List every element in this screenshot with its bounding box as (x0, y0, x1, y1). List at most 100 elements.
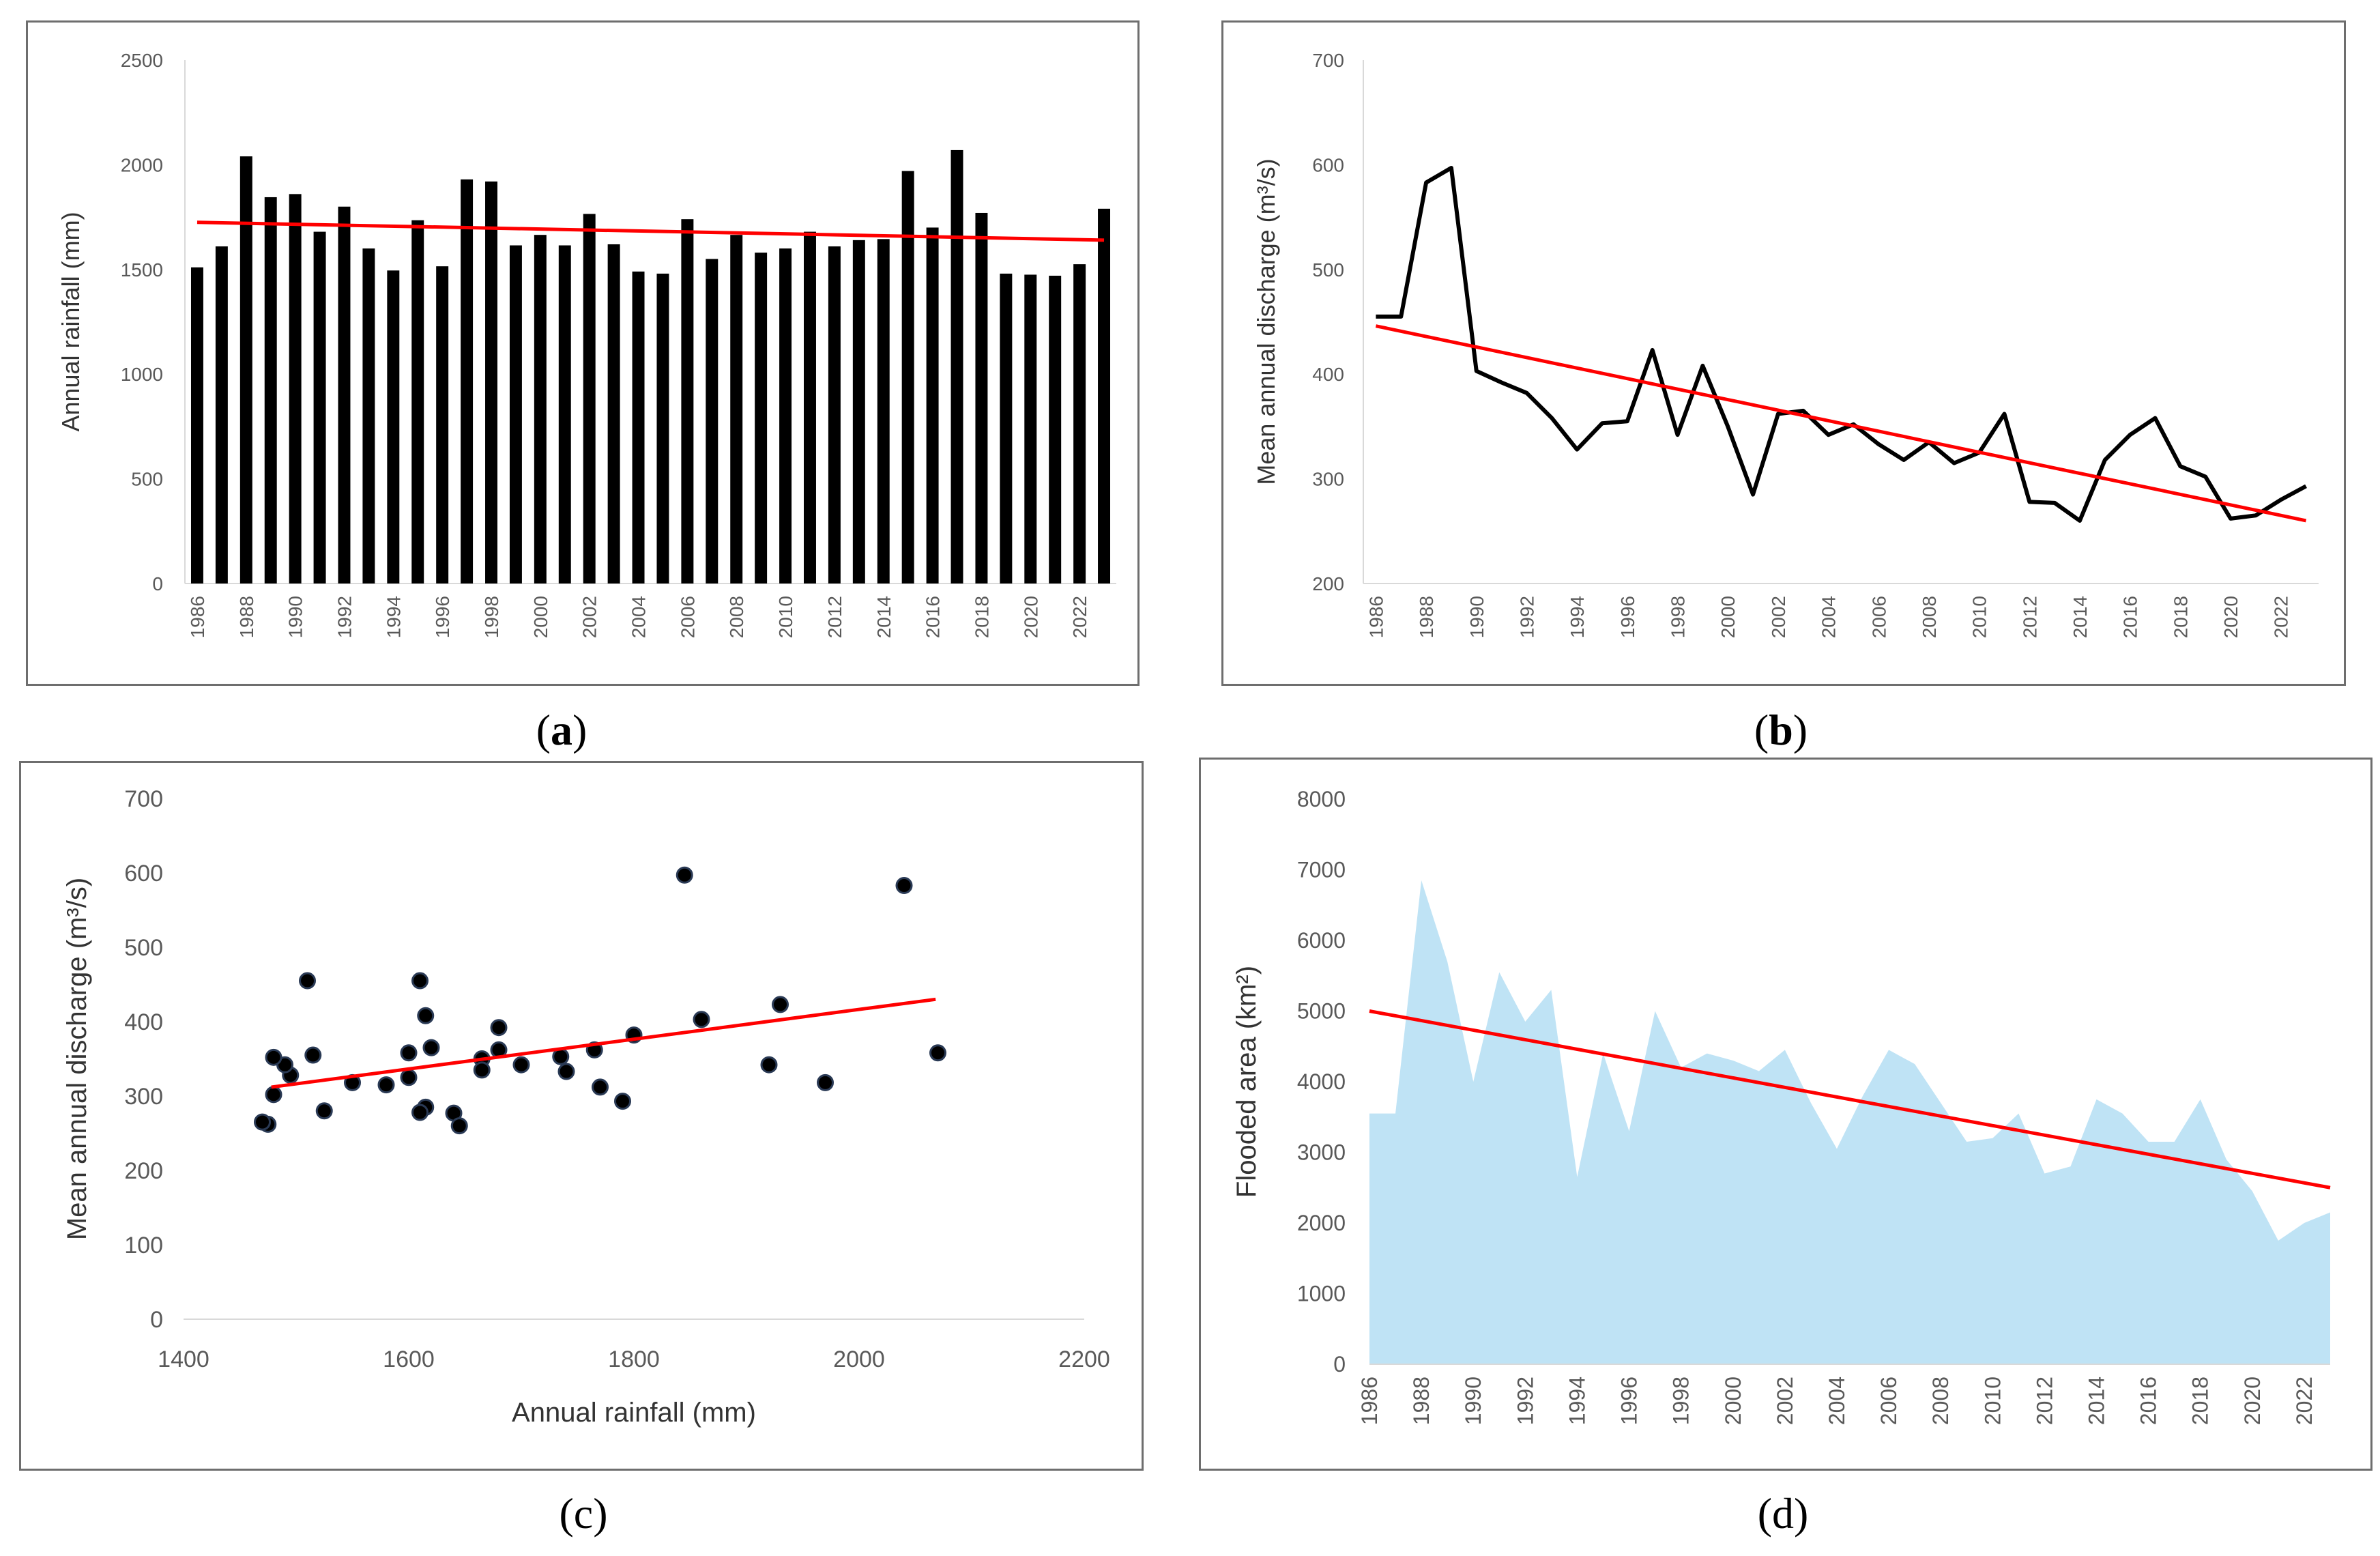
chart-b-svg: 200 300 400 500 600 700 1986 1988 1990 1992 1994 19… (1252, 50, 2319, 638)
chart-c-point (450, 1117, 468, 1135)
chart-c-y-tick-label: 500 (124, 935, 163, 961)
chart-a-bar (461, 179, 474, 584)
chart-d-y-tick-label: 4000 (1297, 1069, 1346, 1094)
chart-d-x-tick-label: 1986 (1357, 1377, 1382, 1425)
caption-c-close: ) (593, 1489, 608, 1538)
chart-b-x-tick-label: 1992 (1516, 596, 1537, 638)
chart-a-trend-line (197, 220, 1105, 242)
chart-d-x-tick-label: 1988 (1409, 1377, 1434, 1425)
chart-a-bar (313, 231, 326, 584)
chart-d-y-tick-label: 3000 (1297, 1140, 1346, 1165)
chart-c-y-tick-label: 100 (124, 1233, 163, 1258)
caption-d-open: ( (1757, 1489, 1772, 1538)
chart-a-bar (534, 235, 547, 584)
chart-d-x-tick-label: 1990 (1461, 1377, 1485, 1425)
chart-c-x-tick-label: 2000 (833, 1346, 885, 1372)
chart-d-x-tick-label: 2004 (1825, 1377, 1849, 1425)
chart-a-y-tick-label: 1500 (121, 259, 163, 280)
chart-a-bar (289, 194, 302, 584)
chart-a-panel: 0 500 1000 1500 2000 2500 1986 1988 1990 1992 1994… (26, 20, 1140, 686)
chart-a-bar (779, 248, 792, 584)
chart-d-x-tick-label: 2020 (2240, 1377, 2265, 1425)
chart-d-y-tick-label: 8000 (1297, 787, 1346, 811)
chart-d-y-tick-label: 5000 (1297, 999, 1346, 1024)
chart-c-point (552, 1048, 570, 1065)
chart-a-bar (558, 245, 571, 584)
chart-b-x-tick-label: 1986 (1365, 596, 1387, 638)
chart-b-x-tick-label: 2022 (2271, 596, 2292, 638)
caption-d: (d) (1681, 1486, 1885, 1541)
caption-d-letter: d (1772, 1489, 1794, 1538)
chart-a-bar (950, 149, 963, 584)
chart-c-point (299, 972, 316, 990)
caption-b-close: ) (1793, 706, 1808, 754)
chart-b-y-tick-label: 400 (1312, 364, 1344, 385)
chart-a-x-tick-label: 2020 (1020, 596, 1041, 638)
chart-a-bar (877, 239, 890, 584)
chart-d-panel: 0 1000 2000 3000 4000 5000 6000 7000 8000 1986 198… (1199, 758, 2372, 1471)
chart-b-y-tick-label: 700 (1312, 50, 1344, 71)
chart-a-y-tick-label: 2500 (121, 50, 163, 71)
chart-d-x-tick-label: 2010 (1980, 1377, 2005, 1425)
chart-d-x-tick-label: 2022 (2292, 1377, 2317, 1425)
chart-d-x-tick-label: 2014 (2085, 1377, 2109, 1425)
chart-b-y-tick-label: 600 (1312, 154, 1344, 175)
chart-c-x-axis-title: Annual rainfall (mm) (512, 1398, 756, 1428)
chart-b-x-tick-label: 1988 (1416, 596, 1437, 638)
chart-c-point (254, 1113, 271, 1131)
chart-c-y-tick-label: 300 (124, 1084, 163, 1110)
chart-a-bar (975, 212, 988, 584)
chart-b-x-tick-label: 2000 (1717, 596, 1739, 638)
chart-a-x-tick-label: 2014 (873, 596, 895, 638)
chart-c-y-tick-label: 0 (150, 1307, 163, 1333)
chart-a-x-tick-label: 2000 (530, 596, 551, 638)
chart-a-bar (387, 270, 400, 584)
chart-d-y-tick-label: 2000 (1297, 1211, 1346, 1235)
chart-b-x-tick-label: 2014 (2070, 596, 2091, 638)
caption-d-close: ) (1794, 1489, 1809, 1538)
chart-a-bar (828, 246, 841, 584)
chart-a-x-tick-label: 1990 (285, 596, 306, 638)
chart-c-point (614, 1093, 631, 1110)
chart-b-series-line (1376, 166, 2308, 523)
chart-c-y-tick-label: 200 (124, 1158, 163, 1184)
chart-c-point (693, 1011, 710, 1028)
chart-b-y-axis-title: Mean annual discharge (m³/s) (1252, 158, 1280, 485)
chart-c-point (895, 877, 913, 895)
chart-c-point (265, 1048, 282, 1066)
chart-a-bar (264, 197, 277, 584)
chart-a-x-tick-label: 1988 (236, 596, 257, 638)
chart-c-point (315, 1102, 333, 1120)
chart-b-trend-line (1375, 324, 2307, 523)
chart-a-bar (1073, 264, 1086, 584)
chart-b-y-tick-label: 200 (1312, 573, 1344, 594)
chart-a-bar (338, 206, 351, 584)
chart-a-bar (1024, 274, 1037, 584)
chart-a-bar (509, 245, 522, 584)
chart-a-bar (706, 259, 719, 584)
chart-a-x-tick-label: 1994 (383, 596, 404, 638)
chart-c-point (557, 1063, 575, 1080)
caption-b-open: ( (1754, 706, 1769, 754)
chart-b-x-tick-label: 1990 (1466, 596, 1488, 638)
chart-a-y-tick-label: 2000 (121, 154, 163, 175)
chart-b-y-tick-label: 300 (1312, 469, 1344, 490)
chart-a-x-tick-label: 2006 (677, 596, 698, 638)
chart-c-x-tick-label: 1600 (383, 1346, 435, 1372)
chart-c-y-tick-label: 700 (124, 786, 163, 812)
chart-c-trend-line (271, 997, 936, 1089)
chart-b-x-tick-label: 2006 (1868, 596, 1889, 638)
caption-c-letter: c (573, 1489, 594, 1538)
chart-a-x-tick-label: 2018 (971, 596, 992, 638)
chart-a-bar (730, 235, 743, 584)
chart-c-y-tick-label: 400 (124, 1009, 163, 1035)
chart-c-point (929, 1044, 946, 1062)
chart-a-x-tick-label: 1998 (481, 596, 502, 638)
chart-d-y-tick-label: 0 (1333, 1352, 1346, 1377)
chart-d-y-tick-label: 6000 (1297, 928, 1346, 953)
chart-a-bar (436, 266, 449, 584)
chart-a-bar (607, 244, 620, 584)
chart-d-x-tick-label: 2018 (2188, 1377, 2213, 1425)
chart-b-x-tick-label: 2018 (2170, 596, 2191, 638)
chart-c-x-tick-label: 2200 (1058, 1346, 1110, 1372)
